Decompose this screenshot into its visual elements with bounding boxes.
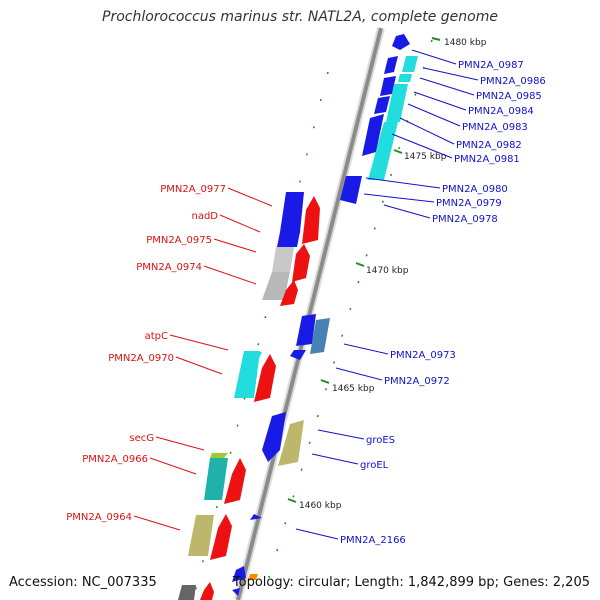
gene-0977-feature [280, 192, 304, 232]
tick-1460 [287, 498, 297, 503]
right-label-connectors [295, 49, 479, 540]
right-labels: PMN2A_0987 PMN2A_0986 PMN2A_0985 PMN2A_0… [340, 60, 546, 546]
label-PMN2A_0984: PMN2A_0984 [468, 106, 534, 117]
label-PMN2A_0986: PMN2A_0986 [480, 76, 546, 87]
reverse-strand-genes [178, 192, 304, 600]
gene-0982-feature [362, 114, 384, 156]
label-PMN2A_0966: PMN2A_0966 [82, 454, 148, 465]
gene-0987-feature [392, 34, 410, 50]
left-outer-strand-genes [200, 196, 320, 600]
scale-ticks [287, 37, 441, 503]
left-label-connectors [133, 187, 273, 531]
gene-atpC-feature [234, 351, 260, 398]
gene-0972-feature [310, 318, 330, 354]
label-PMN2A_0972: PMN2A_0972 [384, 376, 450, 387]
scale-label-1475: 1475 kbp [404, 152, 447, 162]
genome-backbone [234, 27, 385, 600]
tick-1475 [393, 149, 403, 154]
gene-cyan-small [246, 352, 262, 360]
gene-partial-bottom-feature [178, 585, 196, 600]
gene-red-1 [302, 196, 320, 244]
label-PMN2A_0975: PMN2A_0975 [146, 235, 212, 246]
scale-label-1460: 1460 kbp [299, 501, 342, 511]
genome-summary-text: Topology: circular; Length: 1,842,899 bp… [232, 575, 590, 590]
gene-red-0966 [224, 458, 246, 504]
label-PMN2A_0973: PMN2A_0973 [390, 350, 456, 361]
tick-1470 [355, 262, 365, 267]
label-PMN2A_0987: PMN2A_0987 [458, 60, 524, 71]
gene-0986-feature [402, 56, 418, 72]
gene-0984-feature [380, 76, 396, 96]
scale-label-1465: 1465 kbp [332, 384, 375, 394]
gene-bottom-orange [248, 574, 258, 580]
gene-0981-feature [368, 122, 398, 180]
gene-2166-feature [250, 514, 262, 520]
gene-0985-feature [398, 74, 412, 82]
gene-0972b-feature [290, 350, 306, 360]
forward-strand-genes [232, 34, 418, 596]
gene-0986b-feature [384, 56, 398, 74]
label-PMN2A_0982: PMN2A_0982 [456, 140, 522, 151]
scale-label-1470: 1470 kbp [366, 266, 409, 276]
label-PMN2A_0970: PMN2A_0970 [108, 353, 174, 364]
gene-0980-feature [340, 176, 362, 204]
label-PMN2A_2166: PMN2A_2166 [340, 535, 406, 546]
gene-secG-feature [210, 453, 228, 458]
gene-red-2 [292, 244, 310, 282]
gene-0973-feature [296, 314, 316, 346]
gene-red-atpC [254, 354, 276, 402]
gene-0983-feature [386, 84, 408, 122]
label-secG: secG [129, 433, 154, 444]
gene-bottom-blue-1 [232, 566, 246, 582]
label-PMN2A_0964: PMN2A_0964 [66, 512, 132, 523]
gene-nadD-feature [277, 232, 300, 247]
gene-0964-feature [188, 515, 214, 556]
gene-0983b-feature [374, 96, 390, 114]
label-groES: groES [366, 435, 395, 446]
gene-0974-feature [262, 272, 290, 300]
gene-bottom-blue-2 [232, 588, 240, 596]
left-labels: PMN2A_0977 nadD PMN2A_0975 PMN2A_0974 at… [66, 184, 226, 523]
label-atpC: atpC [145, 331, 168, 342]
label-nadD: nadD [191, 211, 218, 222]
label-PMN2A_0978: PMN2A_0978 [432, 214, 498, 225]
label-PMN2A_0981: PMN2A_0981 [454, 154, 520, 165]
label-PMN2A_0974: PMN2A_0974 [136, 262, 202, 273]
tick-1465 [320, 379, 330, 384]
label-PMN2A_0977: PMN2A_0977 [160, 184, 226, 195]
gene-red-0964 [210, 514, 232, 560]
scale-labels: 1480 kbp 1475 kbp 1470 kbp 1465 kbp 1460… [299, 38, 487, 511]
map-title: Prochlorococcus marinus str. NATL2A, com… [102, 9, 498, 25]
gene-groEL-feature [278, 420, 304, 466]
gene-groES-feature [262, 412, 286, 462]
gene-red-partial [200, 582, 214, 600]
gene-0966-feature [204, 458, 228, 500]
label-PMN2A_0980: PMN2A_0980 [442, 184, 508, 195]
scale-label-1480: 1480 kbp [444, 38, 487, 48]
label-PMN2A_0983: PMN2A_0983 [462, 122, 528, 133]
accession-text: Accession: NC_007335 [9, 575, 157, 590]
gene-red-3 [280, 280, 298, 306]
label-PMN2A_0979: PMN2A_0979 [436, 198, 502, 209]
tick-1480 [431, 37, 441, 41]
gene-0975-feature [272, 247, 294, 272]
label-PMN2A_0985: PMN2A_0985 [476, 91, 542, 102]
label-groEL: groEL [360, 460, 389, 471]
